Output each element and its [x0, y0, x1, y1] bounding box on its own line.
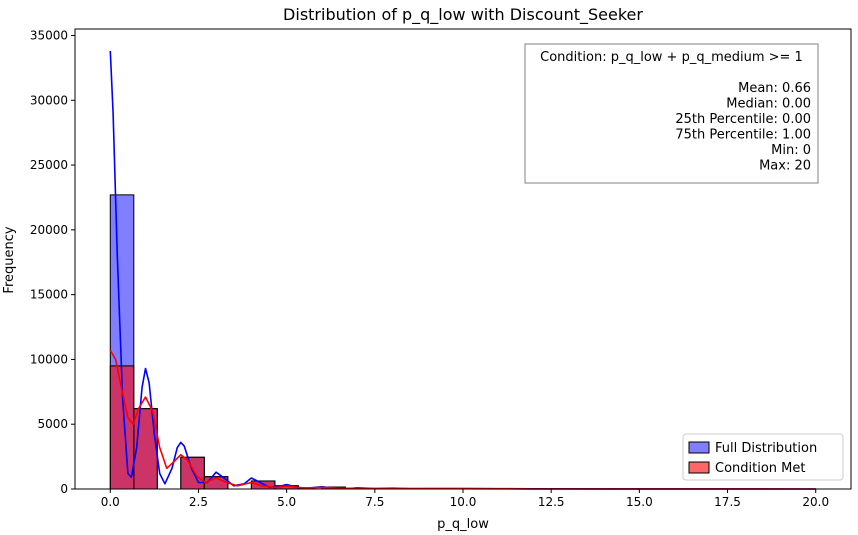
x-axis-label: p_q_low — [437, 517, 489, 532]
y-tick-label: 0 — [60, 482, 68, 496]
chart-title: Distribution of p_q_low with Discount_Se… — [283, 5, 643, 25]
x-tick-label: 7.5 — [365, 495, 384, 509]
legend-label: Condition Met — [715, 461, 805, 476]
legend-frame — [682, 433, 844, 481]
x-tick-label: 15.0 — [626, 495, 653, 509]
y-tick-label: 25000 — [30, 158, 68, 172]
y-tick-label: 15000 — [30, 288, 68, 302]
y-tick-label: 35000 — [30, 28, 68, 42]
x-tick-label: 20.0 — [802, 495, 829, 509]
x-tick-label: 5.0 — [277, 495, 296, 509]
annotation-line: Median: 0.00 — [726, 97, 811, 112]
x-tick-label: 12.5 — [538, 495, 565, 509]
x-tick-label: 2.5 — [189, 495, 208, 509]
x-axis-ticks: 0.0 2.5 5.0 7.5 10.0 12.5 15.0 17.5 20.0 — [101, 489, 829, 509]
legend-label: Full Distribution — [715, 441, 817, 456]
y-tick-label: 5000 — [37, 417, 68, 431]
condition-met-bar — [180, 456, 205, 490]
x-tick-label: 17.5 — [714, 495, 741, 509]
y-tick-label: 10000 — [30, 352, 68, 366]
x-tick-label: 10.0 — [450, 495, 477, 509]
x-tick-label: 0.0 — [101, 495, 120, 509]
annotation-line: Min: 0 — [771, 143, 811, 158]
legend: Full Distribution Condition Met — [682, 433, 844, 481]
y-axis-label: Frequency — [2, 226, 17, 293]
annotation-box-frame — [524, 43, 819, 184]
annotation-line: Condition: p_q_low + p_q_medium >= 1 — [540, 50, 803, 65]
legend-swatch-condition-met — [688, 461, 710, 474]
y-axis-ticks: 0 5000 10000 15000 20000 25000 30000 35000 — [30, 28, 75, 496]
y-tick-label: 30000 — [30, 93, 68, 107]
annotation-line: Max: 20 — [759, 159, 811, 174]
stats-annotation-box: Condition: p_q_low + p_q_medium >= 1 Mean… — [524, 43, 819, 184]
condition-met-bar — [250, 480, 276, 490]
legend-swatch-full-distribution — [688, 441, 710, 454]
y-tick-label: 20000 — [30, 223, 68, 237]
annotation-line: Mean: 0.66 — [738, 81, 811, 96]
annotation-line: 25th Percentile: 0.00 — [675, 112, 811, 127]
annotation-line: 75th Percentile: 1.00 — [675, 128, 811, 143]
